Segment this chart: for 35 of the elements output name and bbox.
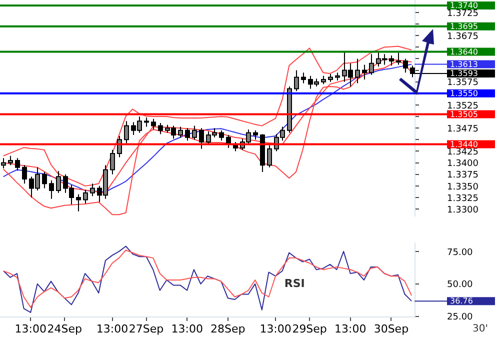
ref-line-label: 1.3550 <box>450 89 478 98</box>
y-tick-label: 1.3575 <box>447 78 478 88</box>
y-tick-label: 1.3400 <box>447 159 479 170</box>
y-tick-label: 1.3300 <box>447 205 479 216</box>
y-tick-label: 1.3325 <box>447 194 478 204</box>
x-tick-label: 30Sep <box>374 322 409 336</box>
text: 1.3593 <box>450 69 478 78</box>
x-tick-label: 28Sep <box>210 322 246 336</box>
x-tick-label: 24Sep <box>47 322 82 336</box>
y-tick-label: 1.3375 <box>447 170 478 181</box>
x-tick-label: 13:00 <box>260 322 292 336</box>
y-tick-label: 1.3725 <box>447 8 478 19</box>
x-tick-label: 13:00 <box>171 322 203 336</box>
ref-line-label: 1.3440 <box>450 140 478 149</box>
x-tick-label: 27Sep <box>128 322 164 336</box>
x-tick-label: 29Sep <box>292 322 327 336</box>
ref-line-label: 1.3695 <box>450 22 478 31</box>
y-tick-label: 50.00 <box>447 280 474 290</box>
y-tick-label: 1.3675 <box>447 32 478 42</box>
y-tick-label: 1.3425 <box>447 148 478 158</box>
data-label: 1.3613 <box>450 60 478 69</box>
x-tick-label: 13:00 <box>14 322 46 336</box>
y-tick-label: 1.3475 <box>447 124 478 134</box>
annotation: RSI <box>284 276 305 290</box>
text: 30' <box>472 324 488 335</box>
y-tick-label: 25.00 <box>447 312 474 323</box>
x-tick-label: 13:00 <box>96 322 128 336</box>
data-label: 36.76 <box>450 296 473 306</box>
y-tick-label: 75.00 <box>447 248 474 258</box>
ref-line-label: 1.3740 <box>450 1 478 10</box>
ref-line-label: 1.3505 <box>450 110 478 119</box>
y-tick-label: 1.3350 <box>447 182 479 192</box>
y-tick-label: 1.3525 <box>447 101 478 112</box>
ref-line-label: 1.3640 <box>450 47 478 56</box>
x-tick-label: 13:00 <box>334 322 366 336</box>
